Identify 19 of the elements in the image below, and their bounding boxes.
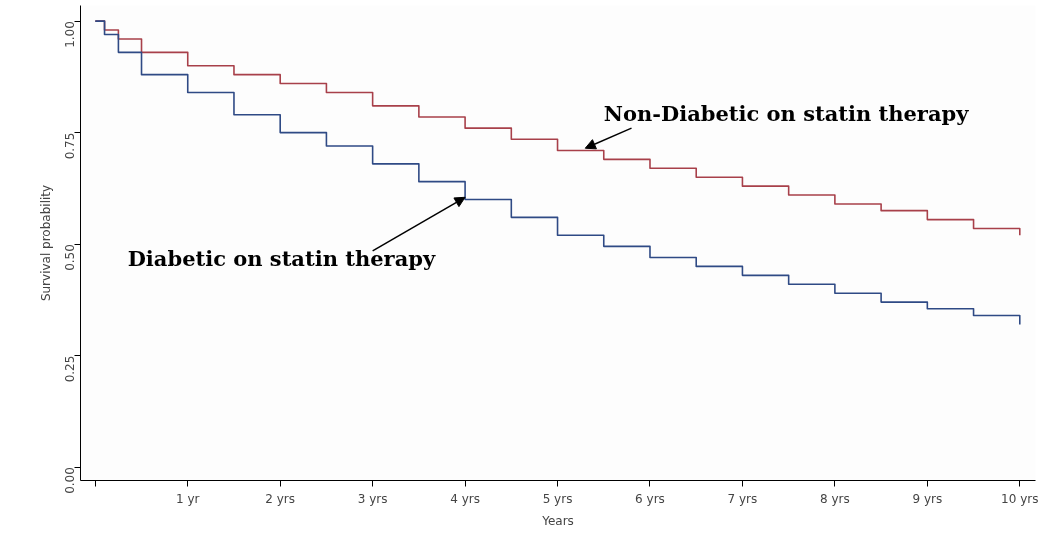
- x-tick-label: 7 yrs: [727, 491, 758, 506]
- x-tick-label: 4 yrs: [450, 491, 480, 506]
- y-tick-label: 1.00: [63, 21, 77, 48]
- x-tick-label: 1 yr: [176, 491, 200, 506]
- series-label: Non-Diabetic on statin therapy: [603, 100, 970, 126]
- y-axis-title: Survival probability: [38, 184, 53, 302]
- x-tick-label: 2 yrs: [265, 491, 296, 506]
- x-axis-title: Years: [541, 513, 574, 528]
- y-tick-label: 0.75: [63, 132, 77, 160]
- x-tick-label: 9 yrs: [912, 491, 943, 506]
- x-tick-label: 3 yrs: [357, 491, 388, 506]
- x-tick-label: 8 yrs: [820, 491, 850, 506]
- y-tick-label: 0.50: [63, 244, 77, 271]
- x-tick-label: 6 yrs: [635, 491, 665, 506]
- x-tick-label: 10 yrs: [1001, 491, 1039, 506]
- y-tick-label: 0.25: [63, 355, 77, 383]
- x-tick-label: 5 yrs: [542, 491, 573, 506]
- text: Diabetic on statin therapy: [127, 245, 436, 271]
- y-tick-label: 0.00: [63, 467, 77, 494]
